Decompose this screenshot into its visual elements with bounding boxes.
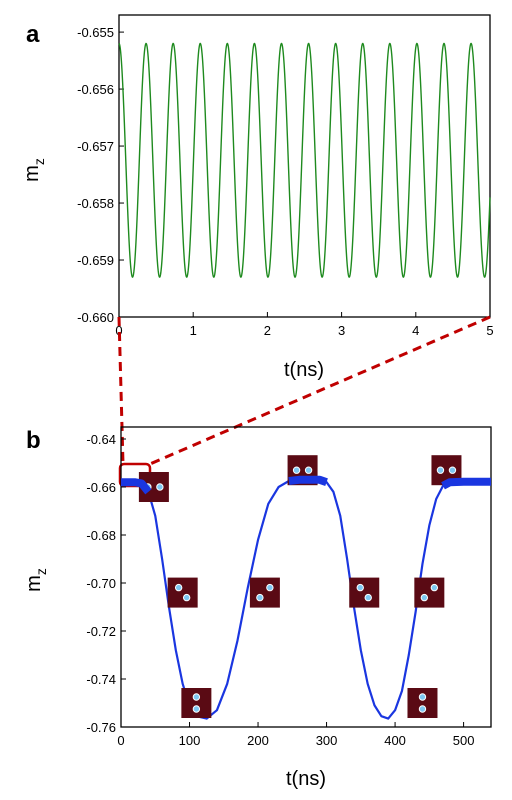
panel-b-y-tick-label: -0.76 [86,720,116,735]
panel-a-x-tick-label: 5 [486,323,493,338]
panel-b-x-ticks: 0 100 200 300 400 500 [117,722,474,748]
panel-b-y-tick-label: -0.68 [86,528,116,543]
snapshot-background [167,577,198,608]
panel-b-x-tick-label: 100 [179,733,201,748]
skyrmion-dot [418,693,427,701]
skyrmion-dot [448,466,457,474]
panel-a-x-tick-label: 3 [338,323,345,338]
skyrmion-dot [304,466,313,474]
panel-b-y-tick-label: -0.70 [86,576,116,591]
panel-b-y-ticks: -0.64 -0.66 -0.68 -0.70 -0.72 -0.74 -0.76 [86,432,126,735]
snapshot-inset [249,577,280,608]
panel-a-y-ticks: -0.660 -0.659 -0.658 -0.657 -0.656 -0.655 [77,25,124,325]
panel-a-x-tick-label: 1 [190,323,197,338]
skyrmion-dot [418,705,427,713]
skyrmion-dot [292,466,301,474]
panel-a-x-axis-title: t(ns) [284,359,324,381]
snapshot-background [181,688,212,718]
skyrmion-dot [192,693,201,701]
panel-a-y-tick-label: -0.658 [77,196,114,211]
panel-b-x-tick-label: 300 [316,733,338,748]
snapshot-background [349,577,380,608]
panel-a-y-tick-label: -0.659 [77,253,114,268]
panel-b-y-tick-label: -0.74 [86,672,116,687]
panel-a-y-axis-title: mz [21,158,47,182]
panel-a-label: a [26,21,40,48]
skyrmion-dot [174,583,183,592]
panel-b-x-axis-title: t(ns) [286,768,326,790]
panel-b-insets [138,455,462,718]
snapshot-background [407,688,438,718]
snapshot-inset [414,577,445,608]
panel-b-x-tick-label: 0 [117,733,124,748]
snapshot-inset [407,688,438,718]
panel-a-x-tick-label: 0 [115,323,122,338]
panel-a-frame [118,14,491,318]
skyrmion-dot [420,593,429,602]
snapshot-inset [349,577,380,608]
panel-b-label: b [26,427,41,454]
panel-b-plateau-band [121,475,491,495]
skyrmion-dot [430,583,439,592]
snapshot-inset [167,577,198,608]
panel-a-series-line [118,42,491,279]
panel-b-x-tick-label: 400 [384,733,406,748]
snapshot-background [249,577,280,608]
panel-a-y-tick-label: -0.660 [77,310,114,325]
panel-b-y-tick-label: -0.66 [86,480,116,495]
panel-a-x-ticks: 0 1 2 3 4 5 [115,312,494,338]
panel-b-y-axis-title: mz [23,568,49,592]
panel-b: b 0 100 200 300 400 500 -0.64-0.66-0.68-0.70-… [23,426,492,790]
skyrmion-dot [364,593,372,602]
skyrmion-dot [256,593,264,602]
panel-a-x-tick-label: 2 [264,323,271,338]
panel-a-y-tick-label: -0.656 [77,82,114,97]
zoom-line-right [149,315,491,466]
snapshot-background [414,577,445,608]
panel-a-x-tick-label: 4 [412,323,419,338]
panel-a-y-tick-label: -0.657 [77,139,114,154]
skyrmion-dot [436,466,445,474]
panel-b-y-tick-label: -0.64 [86,432,116,447]
panel-b-y-tick-label: -0.72 [86,624,116,639]
skyrmion-dot [266,583,274,592]
skyrmion-dot [356,583,364,592]
skyrmion-dot [156,483,164,491]
panel-b-x-tick-label: 200 [247,733,269,748]
skyrmion-dot [182,593,191,602]
skyrmion-dot [192,705,201,713]
panel-a-y-tick-label: -0.655 [77,25,114,40]
snapshot-inset [181,688,212,718]
panel-b-x-tick-label: 500 [453,733,475,748]
panel-b-frame [120,426,492,728]
